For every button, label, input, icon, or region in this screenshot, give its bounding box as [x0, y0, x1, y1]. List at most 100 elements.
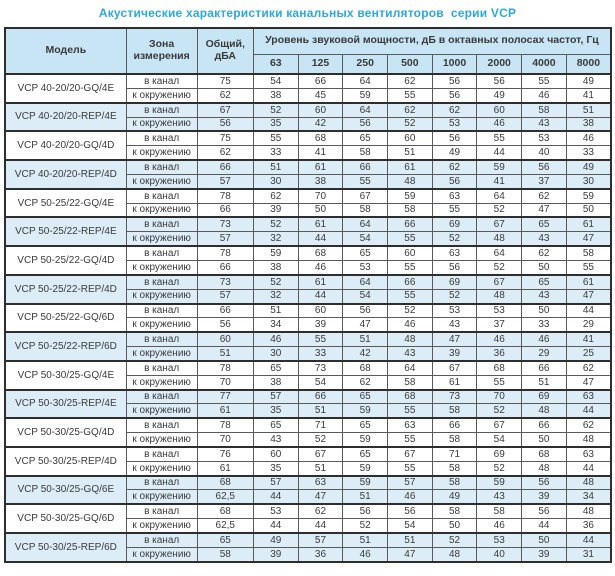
spl-value-500hz: 51 — [387, 145, 433, 161]
total-dba-value: 78 — [196, 359, 254, 376]
table-row: к окружению 56 34 39 47 46 43 37 33 29 — [5, 317, 612, 333]
model-name: VCP 50-25/22-GQ/4E — [4, 187, 127, 218]
spl-value-1000hz: 56 — [431, 130, 478, 147]
spl-value-8000hz: 48 — [565, 432, 612, 448]
total-dba-value: 62 — [196, 145, 254, 161]
spl-value-1000hz: 53 — [431, 302, 478, 319]
spl-value-250hz: 59 — [342, 474, 388, 491]
model-name: VCP 40-20/20-REP/4E — [4, 101, 127, 132]
spl-value-1000hz: 52 — [431, 288, 478, 305]
spl-value-500hz: 58 — [387, 202, 433, 218]
zone-label: в канал — [125, 159, 198, 175]
table-row: VCP 50-30/25-GQ/4E в канал 78 65 73 68 64 67 68 6… — [4, 359, 612, 391]
frequency-header-500: 500 — [387, 53, 433, 75]
spl-value-500hz: 47 — [387, 546, 433, 563]
spl-value-2000hz: 55 — [476, 130, 523, 147]
table-row: VCP 50-30/25-GQ/6E в канал 68 57 63 59 57 58 59 5… — [4, 474, 612, 505]
spl-value-8000hz: 55 — [565, 259, 612, 276]
table-row: VCP 50-25/22-REP/6D в канал 60 46 55 51 48 47 46… — [4, 331, 612, 362]
spl-value-8000hz: 31 — [565, 546, 612, 563]
spl-value-125hz: 62 — [297, 503, 344, 520]
spl-value-250hz: 65 — [342, 388, 388, 405]
spl-value-4000hz: 44 — [521, 518, 567, 534]
spl-value-4000hz: 39 — [521, 489, 567, 505]
spl-value-125hz: 44 — [297, 231, 344, 247]
zone-label: в канал — [125, 331, 198, 348]
frequency-header-250: 250 — [342, 53, 388, 75]
spl-value-8000hz: 63 — [565, 445, 612, 462]
spl-value-1000hz: 73 — [431, 388, 478, 405]
spl-value-63hz: 65 — [252, 417, 299, 434]
spl-value-4000hz: 37 — [521, 173, 567, 190]
spl-value-63hz: 44 — [252, 518, 299, 534]
spl-value-125hz: 71 — [297, 417, 344, 434]
spl-value-500hz: 66 — [387, 273, 433, 290]
spl-value-2000hz: 46 — [476, 116, 523, 132]
zone-label: к окружению — [125, 288, 198, 305]
table-row: к окружению 66 39 50 58 58 55 52 47 50 — [5, 202, 612, 218]
spl-value-2000hz: 58 — [476, 503, 523, 520]
model-name: VCP 50-30/25-GQ/4D — [4, 417, 127, 448]
spl-value-4000hz: 50 — [521, 302, 567, 319]
spl-value-63hz: 39 — [252, 546, 299, 563]
spl-value-125hz: 52 — [297, 432, 344, 448]
spl-value-8000hz: 62 — [565, 417, 612, 434]
spl-value-250hz: 56 — [342, 116, 388, 132]
spl-value-63hz: 49 — [252, 531, 299, 548]
spl-value-500hz: 48 — [387, 331, 433, 348]
spl-value-500hz: 62 — [387, 101, 433, 118]
zone-label: к окружению — [125, 145, 198, 161]
spl-value-125hz: 70 — [297, 187, 344, 204]
spl-value-63hz: 35 — [252, 403, 299, 419]
spl-value-8000hz: 61 — [565, 216, 612, 233]
table-row: VCP 40-20/20-GQ/4D в канал 75 55 68 65 60 56 55 5… — [4, 130, 612, 161]
spl-value-1000hz: 58 — [431, 474, 478, 491]
spl-value-500hz: 55 — [387, 259, 433, 276]
zone-label: к окружению — [125, 374, 198, 391]
spl-value-500hz: 59 — [387, 187, 433, 204]
spl-value-125hz: 66 — [297, 72, 344, 89]
spl-value-125hz: 36 — [297, 546, 344, 563]
spl-value-63hz: 43 — [252, 432, 299, 448]
spl-value-8000hz: 44 — [565, 302, 612, 319]
total-dba-value: 70 — [196, 374, 254, 391]
spl-value-4000hz: 43 — [521, 116, 567, 132]
table-row: VCP 40-20/20-GQ/4E в канал 75 54 66 64 62 56 56 5… — [4, 72, 612, 104]
table-row: к окружению 56 35 42 56 52 53 46 43 38 — [5, 116, 612, 132]
spl-value-125hz: 46 — [297, 259, 344, 276]
spl-value-2000hz: 55 — [476, 374, 523, 391]
spl-value-250hz: 56 — [342, 302, 388, 319]
spl-value-125hz: 60 — [297, 302, 344, 319]
spl-value-125hz: 44 — [297, 288, 344, 305]
spl-value-4000hz: 43 — [521, 288, 567, 305]
zone-label: к окружению — [125, 346, 198, 362]
spl-value-1000hz: 48 — [431, 546, 478, 563]
spl-value-1000hz: 58 — [431, 460, 478, 477]
spl-value-250hz: 52 — [342, 518, 388, 534]
spl-value-63hz: 52 — [252, 273, 299, 290]
spl-value-2000hz: 56 — [476, 72, 523, 89]
zone-label: к окружению — [125, 518, 198, 534]
spl-value-500hz: 64 — [387, 359, 433, 376]
spl-value-500hz: 61 — [387, 159, 433, 175]
spl-value-1000hz: 58 — [431, 432, 478, 448]
table-row: к окружению 57 32 44 54 55 52 48 43 47 — [5, 231, 612, 247]
total-dba-value: 66 — [196, 259, 254, 276]
spl-value-8000hz: 47 — [565, 288, 612, 305]
total-dba-value: 62,5 — [196, 518, 254, 534]
table-row: VCP 50-25/22-REP/4E в канал 73 52 61 64 66 69 67… — [4, 216, 612, 247]
spl-value-500hz: 60 — [387, 130, 433, 147]
spl-value-2000hz: 59 — [476, 159, 523, 175]
spl-value-250hz: 59 — [342, 460, 388, 477]
acoustic-characteristics-table: Модель Зона измерения Общий, дБА Уровень… — [4, 27, 612, 563]
spl-value-63hz: 59 — [252, 245, 299, 261]
total-dba-value: 60 — [196, 331, 254, 348]
spl-value-8000hz: 47 — [565, 374, 612, 391]
spl-value-500hz: 51 — [387, 531, 433, 548]
spl-value-2000hz: 46 — [476, 518, 523, 534]
spl-value-2000hz: 68 — [476, 359, 523, 376]
spl-value-2000hz: 44 — [476, 145, 523, 161]
spl-value-8000hz: 41 — [565, 87, 612, 104]
spl-value-250hz: 51 — [342, 331, 388, 348]
spl-value-8000hz: 50 — [565, 202, 612, 218]
